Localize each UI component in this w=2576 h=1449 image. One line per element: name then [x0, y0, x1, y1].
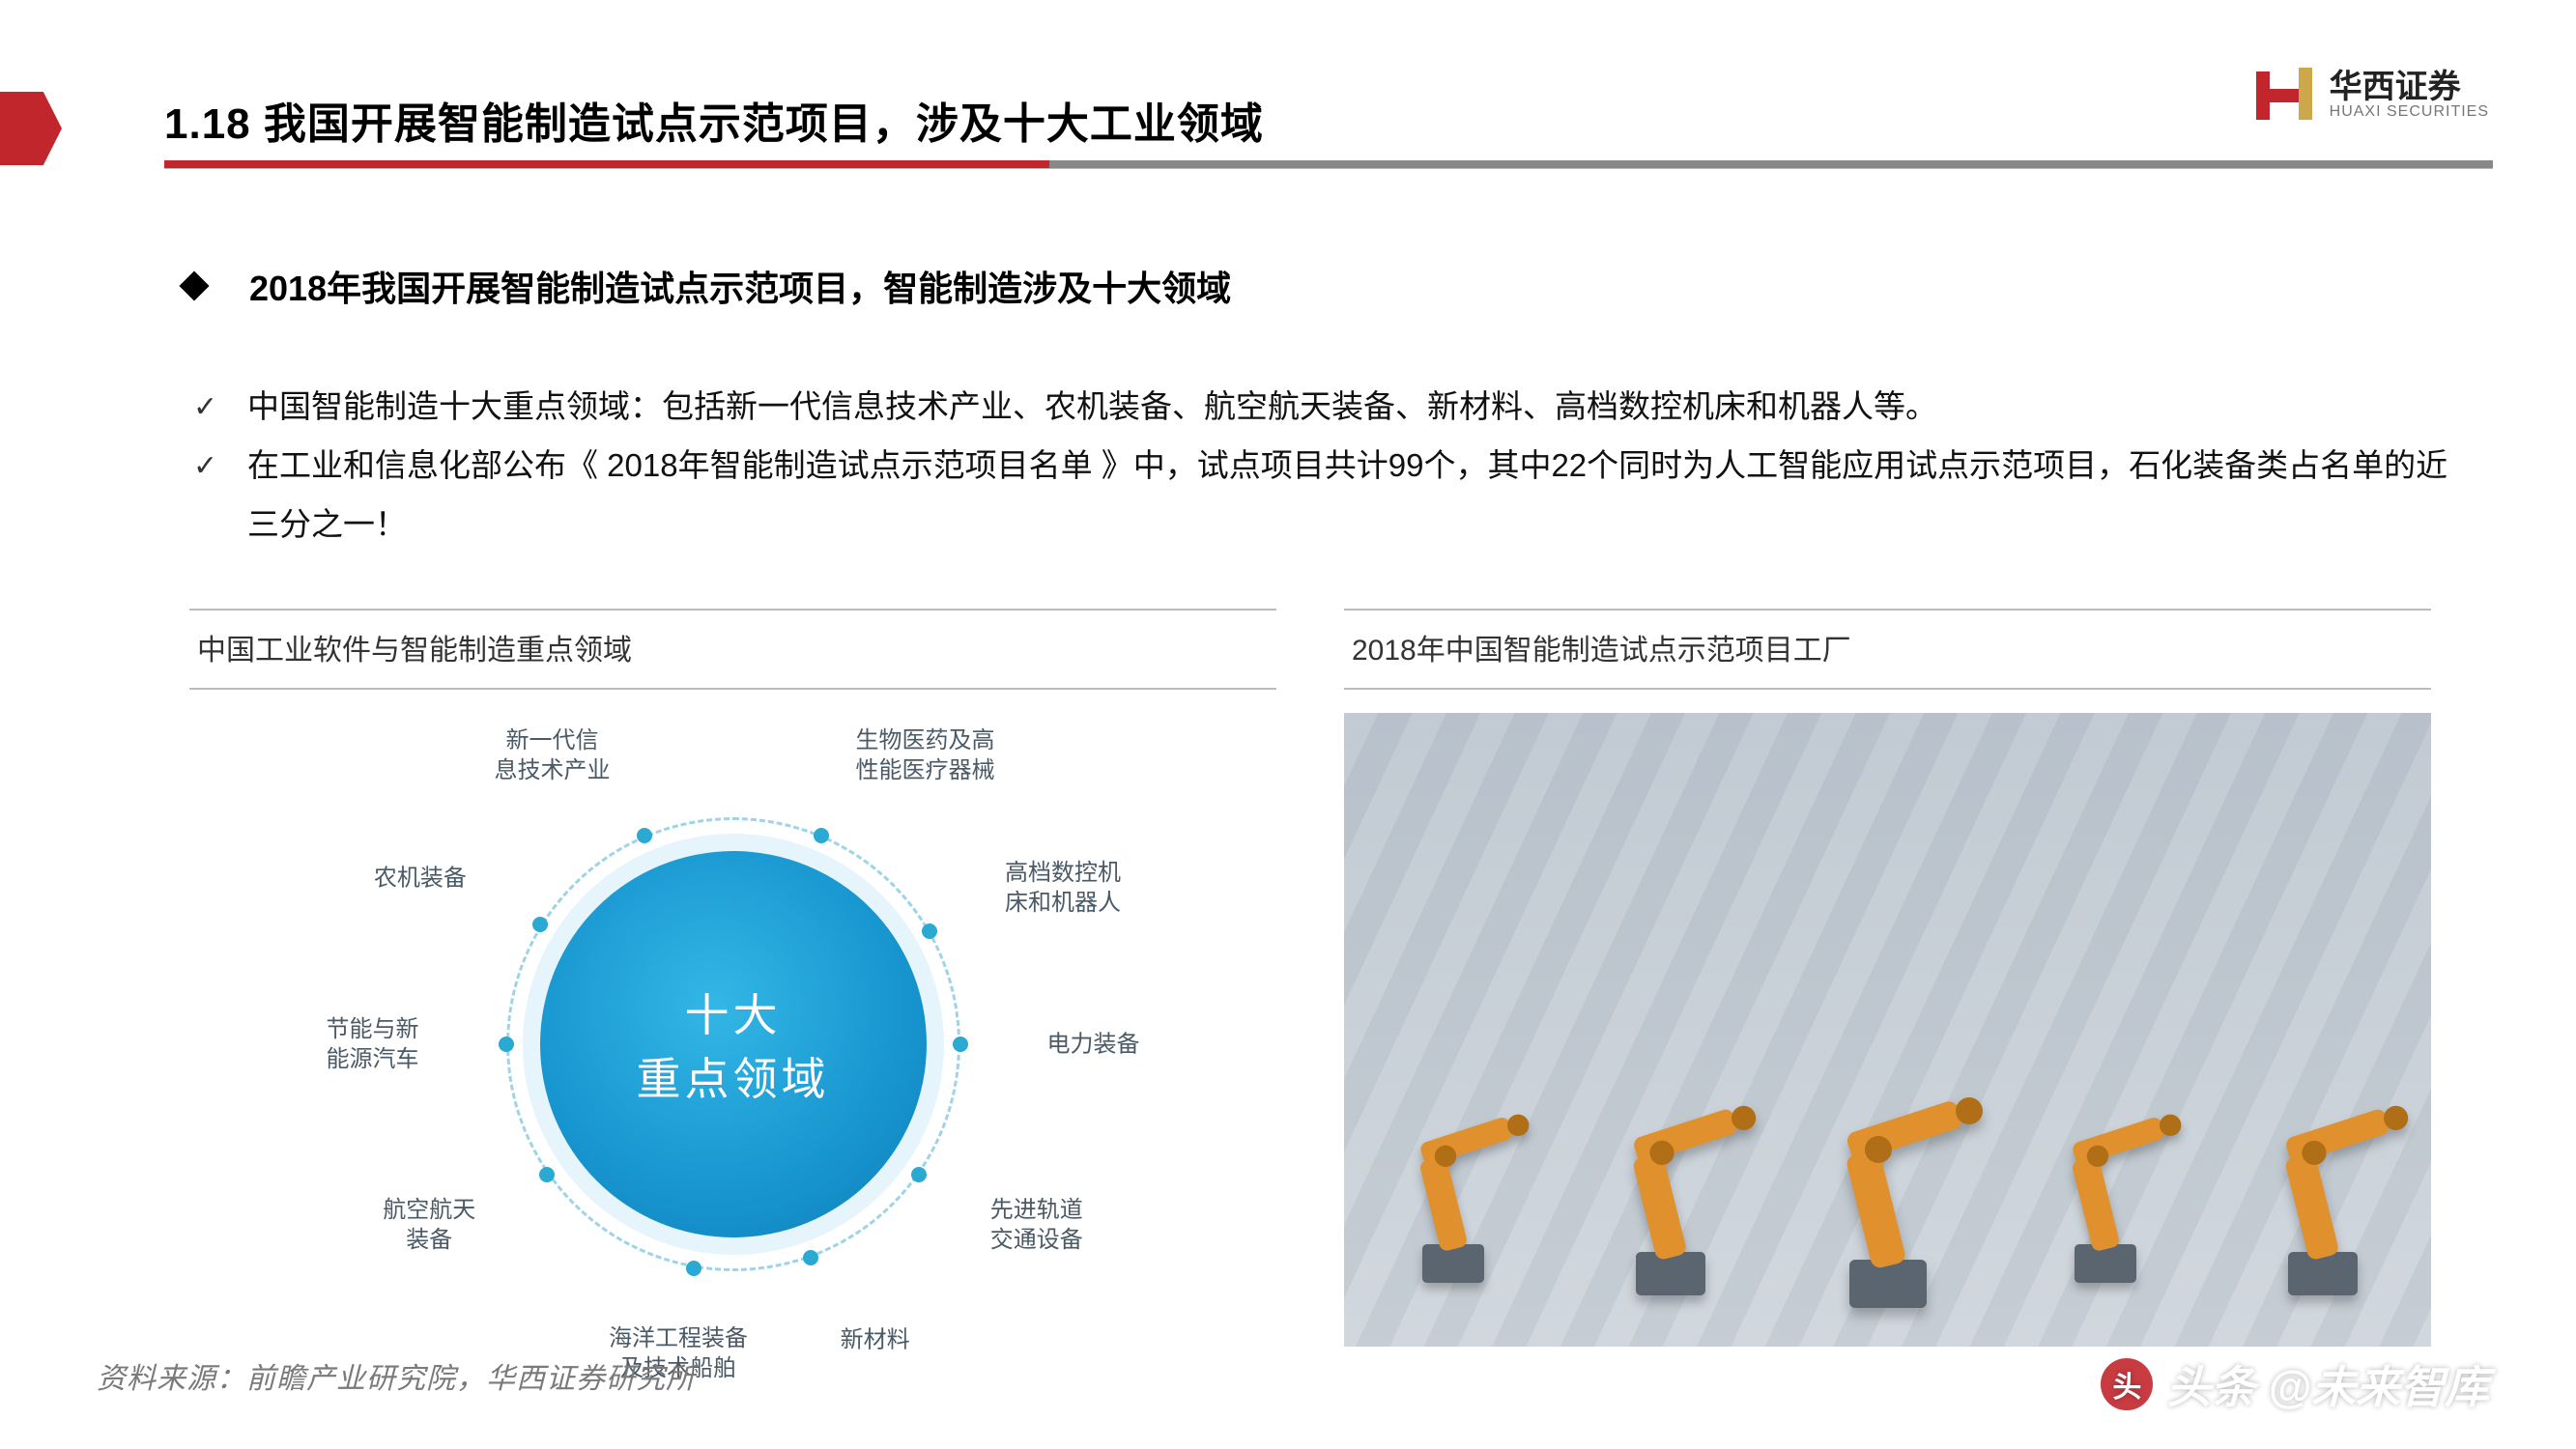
- slide-title-text: 我国开展智能制造试点示范项目，涉及十大工业领域: [264, 100, 1264, 148]
- diagram-node-label: 农机装备: [374, 863, 467, 893]
- bullet-item: ✓ 中国智能制造十大重点领域：包括新一代信息技术产业、农机装备、航空航天装备、新…: [193, 377, 2450, 436]
- diagram-node-label: 先进轨道交通设备: [990, 1194, 1083, 1254]
- diagram-node-label: 新一代信息技术产业: [495, 725, 611, 785]
- brand-name-en: HUAXI SECURITIES: [2330, 103, 2489, 121]
- brand-name-cn: 华西证券: [2330, 71, 2489, 103]
- diagram-core: 十大 重点领域: [540, 851, 927, 1237]
- panels-row: 中国工业软件与智能制造重点领域 十大 重点领域 新一代信息技术产业生物医药及高性…: [189, 609, 2431, 1347]
- diagram-node-dot: [803, 1250, 818, 1265]
- core-label-2: 重点领域: [637, 1044, 830, 1108]
- diagram-node-dot: [911, 1167, 927, 1182]
- header-accent-tab: [0, 92, 62, 165]
- diagram-node-dot: [814, 828, 829, 843]
- diagram-node-dot: [922, 923, 937, 939]
- robot-arm-icon: [1399, 1082, 1507, 1283]
- diagram-node-label: 电力装备: [1047, 1030, 1140, 1060]
- brand-logo: 华西证券 HUAXI SECURITIES: [2256, 68, 2489, 124]
- robot-arm-icon: [1610, 1069, 1732, 1295]
- bullet-text: 中国智能制造十大重点领域：包括新一代信息技术产业、农机装备、航空航天装备、新材料…: [247, 377, 2450, 436]
- check-icon: ✓: [193, 436, 222, 554]
- right-panel: 2018年中国智能制造试点示范项目工厂: [1344, 609, 2431, 1347]
- diagram-node-dot: [953, 1037, 968, 1052]
- diagram-node-label: 节能与新能源汽车: [327, 1014, 419, 1074]
- brand-logo-mark: [2256, 68, 2312, 124]
- source-line: 资料来源：前瞻产业研究院，华西证券研究所: [97, 1354, 696, 1397]
- check-icon: ✓: [193, 377, 222, 436]
- robot-arm-icon: [2262, 1069, 2384, 1295]
- bullet-item: ✓ 在工业和信息化部公布《 2018年智能制造试点示范项目名单 》中，试点项目共…: [193, 436, 2450, 554]
- watermark-text: 头条 @未来智库: [2166, 1352, 2489, 1416]
- diagram-node-label: 航空航天装备: [383, 1194, 475, 1254]
- core-label-1: 十大: [685, 980, 782, 1044]
- slide-number: 1.18: [164, 100, 251, 148]
- radial-diagram: 十大 重点领域 新一代信息技术产业生物医药及高性能医疗器械高档数控机床和机器人电…: [434, 745, 1033, 1344]
- diagram-node-dot: [499, 1037, 514, 1052]
- diagram-node-dot: [686, 1261, 701, 1276]
- factory-photo: [1344, 713, 2431, 1347]
- diagram-node-label: 高档数控机床和机器人: [1005, 858, 1121, 918]
- diagram-node-label: 生物医药及高性能医疗器械: [855, 725, 994, 785]
- slide-title: 1.18 我国开展智能制造试点示范项目，涉及十大工业领域: [164, 89, 1264, 151]
- robot-arm-icon: [2051, 1082, 2160, 1283]
- bullet-list: ✓ 中国智能制造十大重点领域：包括新一代信息技术产业、农机装备、航空航天装备、新…: [193, 377, 2450, 554]
- left-panel: 中国工业软件与智能制造重点领域 十大 重点领域 新一代信息技术产业生物医药及高性…: [189, 609, 1276, 1347]
- diagram-node-dot: [539, 1167, 555, 1182]
- lead-line: 2018年我国开展智能制造试点示范项目，智能制造涉及十大领域: [184, 261, 1231, 311]
- diamond-bullet-icon: [179, 270, 209, 300]
- left-panel-title: 中国工业软件与智能制造重点领域: [189, 611, 1276, 690]
- lead-text: 2018年我国开展智能制造试点示范项目，智能制造涉及十大领域: [249, 269, 1231, 308]
- title-underline: [164, 160, 2493, 168]
- watermark-icon: 头: [2101, 1358, 2153, 1410]
- right-panel-title: 2018年中国智能制造试点示范项目工厂: [1344, 611, 2431, 690]
- diagram-node-label: 新材料: [841, 1324, 910, 1354]
- diagram-node-dot: [637, 828, 652, 843]
- diagram-node-dot: [532, 917, 548, 932]
- watermark: 头 头条 @未来智库: [2101, 1352, 2489, 1416]
- robot-arm-icon: [1820, 1057, 1956, 1308]
- bullet-text: 在工业和信息化部公布《 2018年智能制造试点示范项目名单 》中，试点项目共计9…: [247, 436, 2450, 554]
